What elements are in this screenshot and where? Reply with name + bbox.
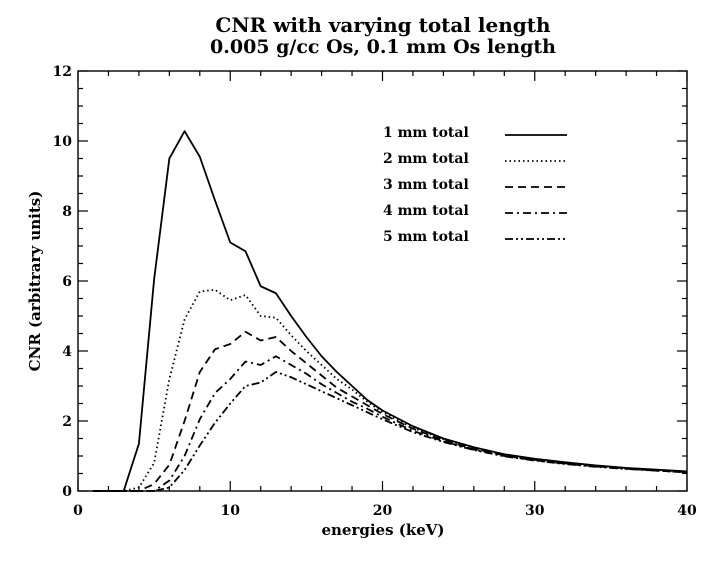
chart-subtitle: 0.005 g/cc Os, 0.1 mm Os length — [210, 36, 556, 58]
x-tick-label: 10 — [221, 503, 241, 519]
y-tick-label: 2 — [62, 414, 72, 430]
legend-label: 5 mm total — [383, 229, 469, 245]
chart-title: CNR with varying total length — [215, 13, 551, 37]
y-axis: 0 2 4 6 8 10 12 — [53, 64, 687, 500]
x-tick-label: 20 — [373, 503, 393, 519]
series-line-4 — [93, 355, 688, 492]
legend-label: 3 mm total — [383, 177, 469, 193]
x-tick-label: 0 — [73, 503, 83, 519]
y-tick-label: 6 — [62, 274, 72, 290]
y-tick-label: 4 — [62, 344, 72, 360]
y-tick-label: 8 — [62, 204, 72, 220]
x-tick-label: 30 — [525, 503, 545, 519]
legend: 1 mm total 2 mm total 3 mm total 4 mm total… — [383, 125, 567, 245]
y-tick-label: 10 — [53, 134, 73, 150]
x-tick-label: 40 — [677, 503, 697, 519]
y-tick-label: 0 — [62, 484, 72, 500]
legend-label: 4 mm total — [383, 203, 469, 219]
x-axis: 0 10 20 30 40 — [73, 71, 697, 519]
x-axis-label: energies (keV) — [321, 521, 444, 539]
series-line-5 — [93, 371, 688, 492]
legend-label: 2 mm total — [383, 151, 469, 167]
series-lines — [93, 130, 688, 492]
legend-label: 1 mm total — [383, 125, 469, 141]
y-axis-label: CNR (arbitrary units) — [26, 191, 44, 372]
y-tick-label: 12 — [53, 64, 72, 80]
